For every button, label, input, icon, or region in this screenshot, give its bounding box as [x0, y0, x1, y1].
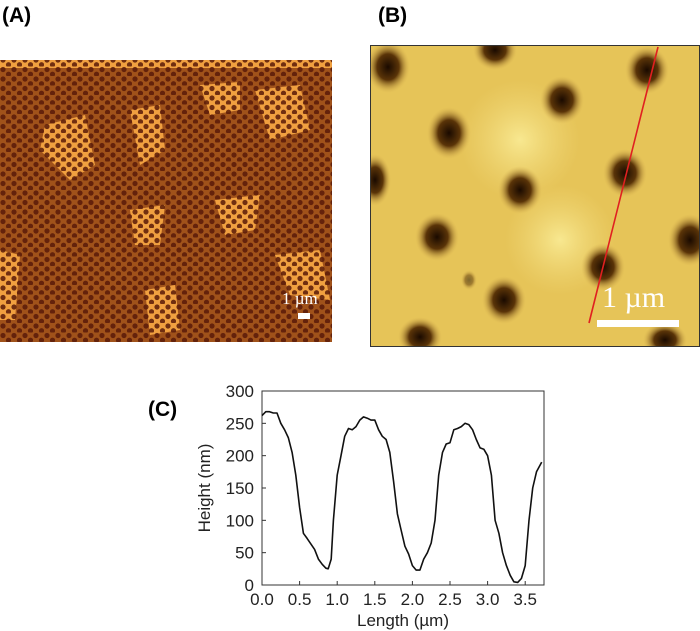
x-tick-label: 3.5: [513, 590, 537, 609]
scale-bar-b: [597, 320, 679, 327]
scale-bar-a: [298, 313, 310, 319]
y-tick-label: 0: [245, 576, 254, 595]
y-tick-label: 250: [226, 414, 254, 433]
y-tick-label: 50: [235, 544, 254, 563]
x-tick-label: 0.0: [250, 590, 274, 609]
scale-bar-label-b: 1 µm: [602, 281, 665, 314]
x-tick-label: 2.0: [401, 590, 425, 609]
plot-frame: [261, 390, 545, 586]
x-tick-label: 1.0: [325, 590, 349, 609]
height-profile-line: [261, 410, 543, 584]
scale-bar-label-a: 1 µm: [282, 289, 318, 308]
y-tick-label: 150: [226, 479, 254, 498]
panel-label-b: (B): [378, 4, 408, 27]
height-profile-chart: 0.0 0.5 1.0 1.5 2.0 2.5 3.0 3.5 0 50 100 150 200 250 3…: [195, 382, 545, 630]
y-tick-label: 100: [226, 511, 254, 530]
panel-label-c: (C): [148, 398, 178, 421]
profile-line: [588, 46, 659, 324]
panel-label-a: (A): [2, 4, 32, 27]
y-axis-label: Height (nm): [195, 444, 214, 533]
x-tick-label: 3.0: [476, 590, 500, 609]
x-axis-label: Length (µm): [357, 611, 449, 630]
x-tick-label: 2.5: [438, 590, 462, 609]
x-tick-label: 0.5: [288, 590, 312, 609]
y-tick-label: 200: [226, 447, 254, 466]
x-tick-label: 1.5: [363, 590, 387, 609]
y-tick-label: 300: [226, 382, 254, 401]
afm-image-b: [370, 45, 700, 347]
